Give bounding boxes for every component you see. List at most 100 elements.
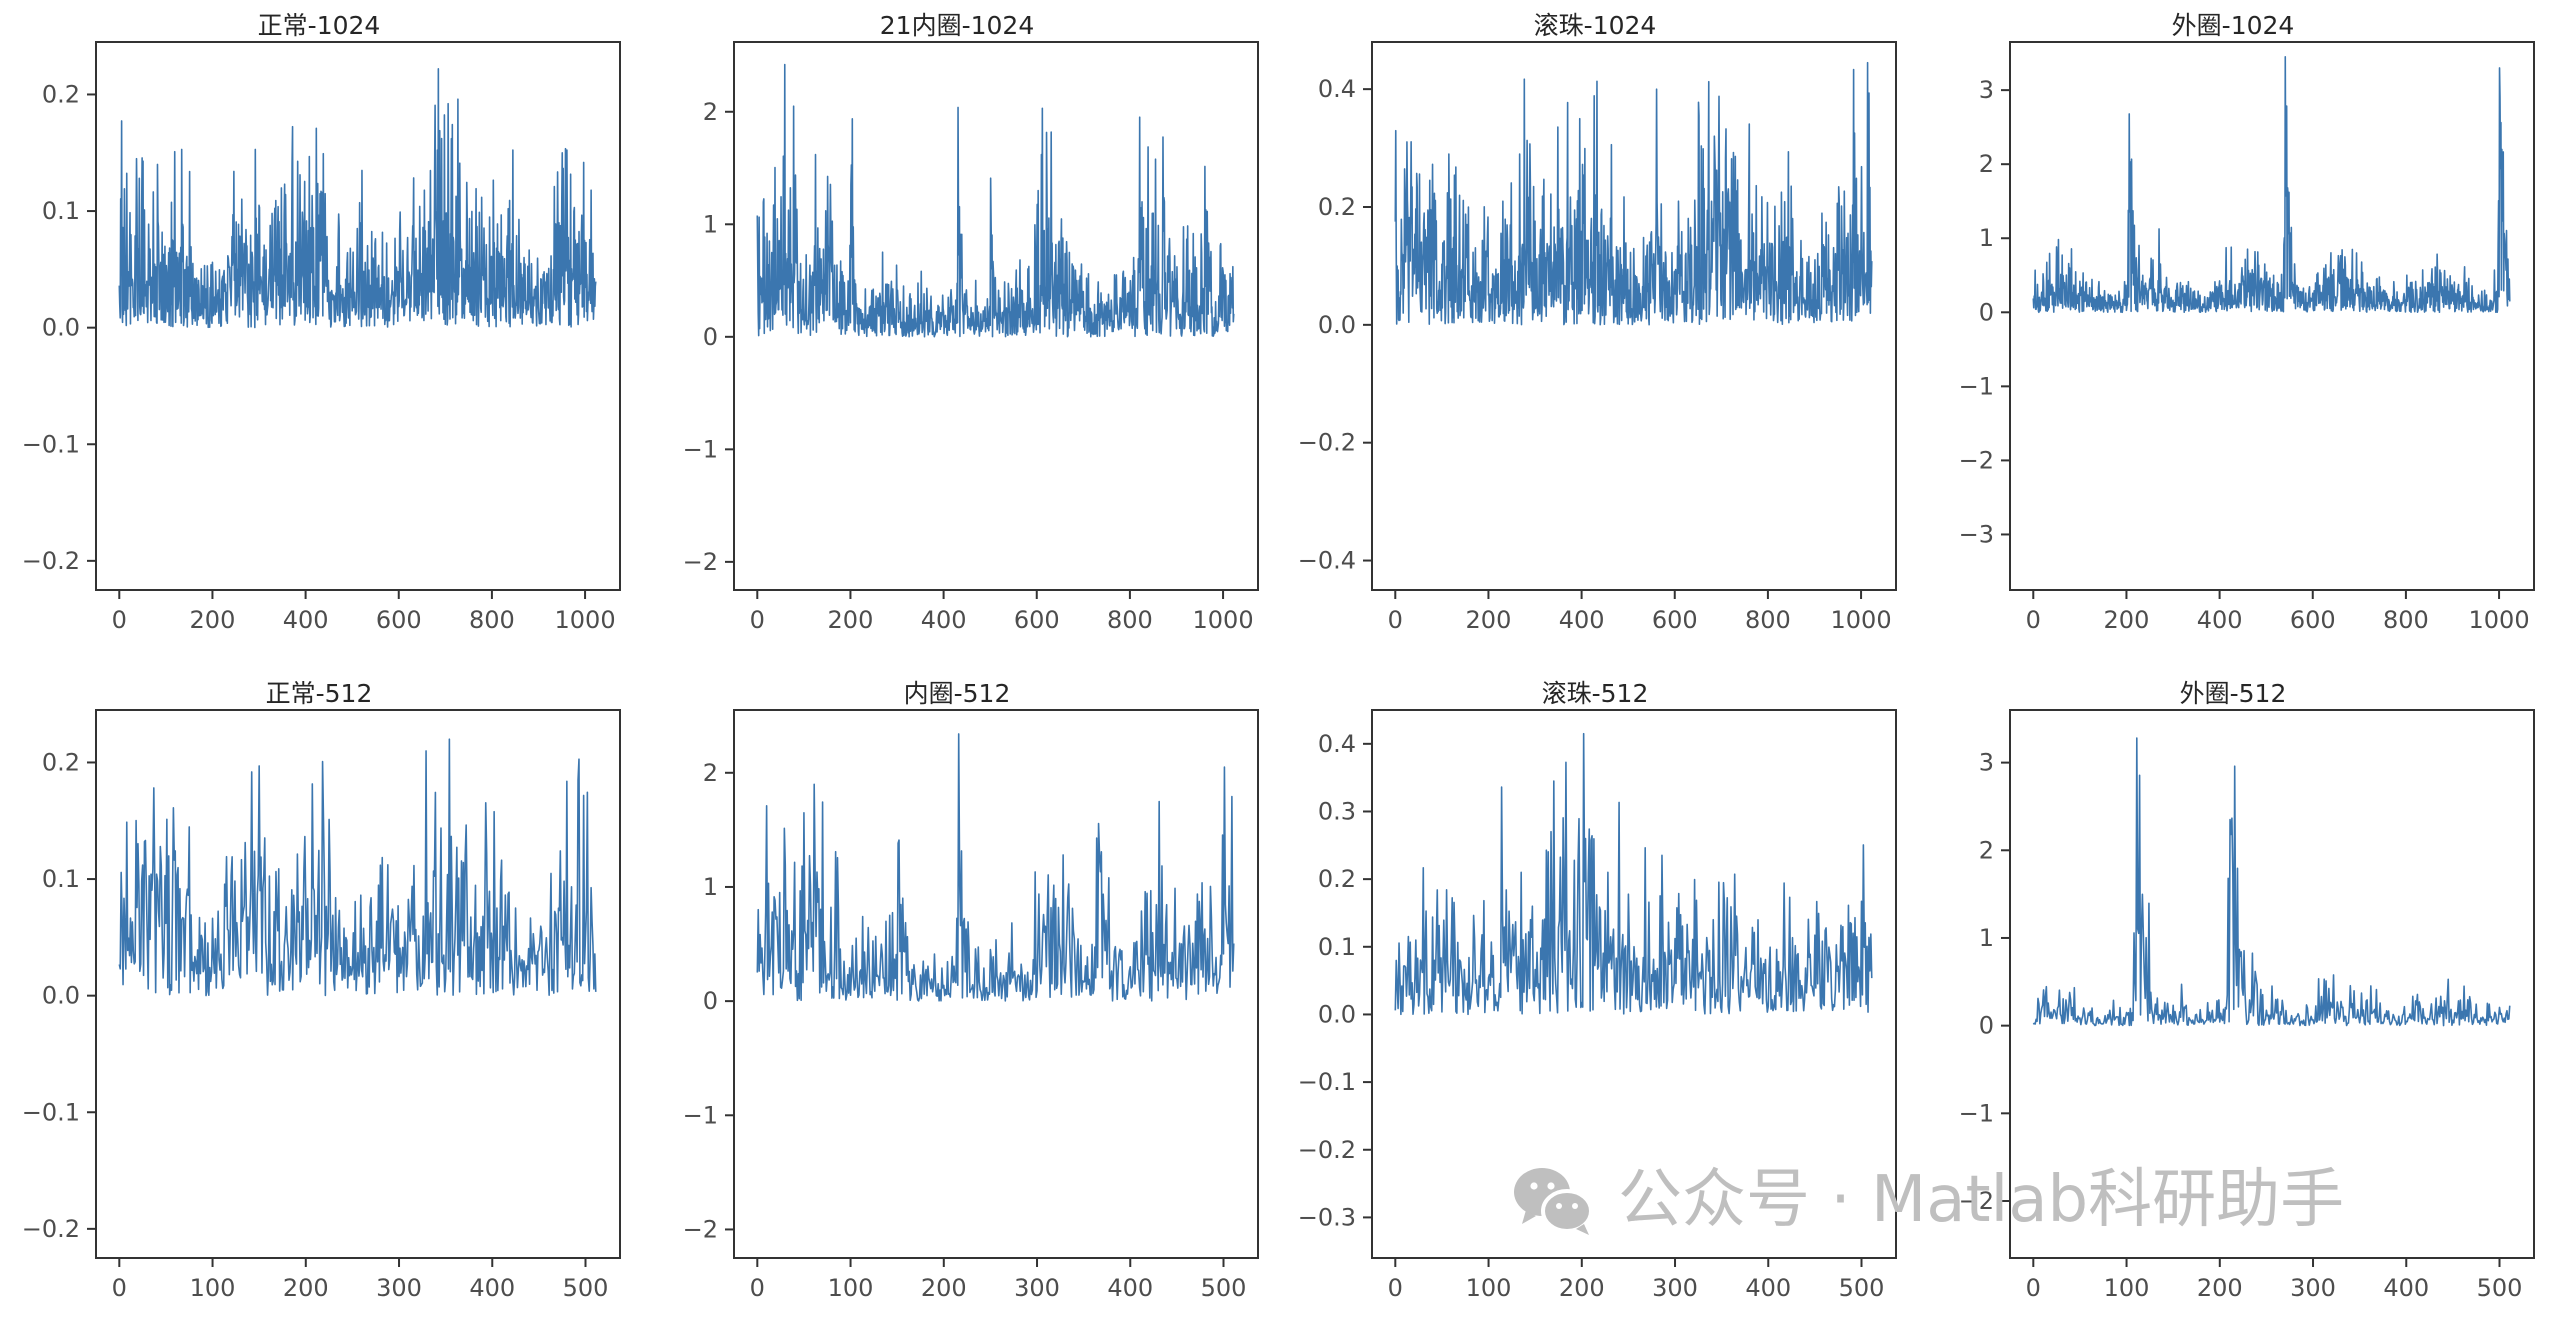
series-line (2032, 737, 2511, 1027)
x-tick-label: 200 (2197, 1274, 2243, 1302)
x-tick-label: 0 (750, 606, 765, 634)
subplot-title: 外圈-512 (2179, 679, 2287, 708)
y-tick-label: 0 (703, 323, 718, 351)
subplot-title: 滚珠-512 (1541, 679, 1649, 708)
x-tick-label: 1000 (1831, 606, 1892, 634)
axes-inner-race-512: −2 −1 0 1 2 0 100 200 300 400 500 (638, 668, 1276, 1336)
y-tick-label: 0.0 (42, 982, 80, 1010)
y-tick-label: 0.2 (42, 748, 80, 776)
series-line (756, 733, 1235, 1002)
plot-svg: −2 −1 0 1 2 3 0 100 200 300 400 500 (1959, 709, 2535, 1302)
x-tick-label: 0 (750, 1274, 765, 1302)
y-tick-label: −0.3 (1298, 1203, 1356, 1231)
subplot-normal-512: 正常-512 −0.2 −0.1 0.0 0.1 0.2 0 100 200 300 400 500 (0, 668, 638, 1336)
axes-normal-512: −0.2 −0.1 0.0 0.1 0.2 0 100 200 300 400 500 (0, 668, 638, 1336)
x-tick-label: 400 (283, 606, 329, 634)
x-tick-label: 0 (1388, 1274, 1403, 1302)
axes-frame (2009, 41, 2535, 591)
subplot-ball-512: 滚珠-512 −0.3 −0.2 −0.1 0.0 0.1 0.2 0.3 0.4 0 100 20… (1276, 668, 1914, 1336)
y-tick-label: −1 (1959, 372, 1994, 400)
x-tick-label: 200 (828, 606, 874, 634)
y-tick-label: −0.2 (1298, 429, 1356, 457)
subplot-title: 正常-1024 (257, 11, 381, 40)
x-tick-label: 400 (921, 606, 967, 634)
axes-frame (95, 41, 621, 591)
y-tick-label: 0.2 (1318, 865, 1356, 893)
y-tick-label: 2 (703, 98, 718, 126)
x-tick-label: 500 (1839, 1274, 1885, 1302)
y-tick-label: −1 (683, 1101, 718, 1129)
axes-frame (1371, 41, 1897, 591)
x-tick-label: 200 (1466, 606, 1512, 634)
x-tick-label: 200 (283, 1274, 329, 1302)
y-tick-label: −0.1 (1298, 1068, 1356, 1096)
axes-frame (733, 41, 1259, 591)
subplot-outer-race-512: 外圈-512 −2 −1 0 1 2 3 0 100 200 300 400 500 (1914, 668, 2552, 1336)
x-tick-label: 300 (1014, 1274, 1060, 1302)
y-tick-label: −0.4 (1298, 547, 1356, 575)
y-tick-label: 0.4 (1318, 75, 1356, 103)
subplot-title: 滚珠-1024 (1533, 11, 1657, 40)
x-tick-label: 600 (1014, 606, 1060, 634)
x-tick-label: 100 (2104, 1274, 2150, 1302)
subplot-ball-1024: 滚珠-1024 −0.4 −0.2 0.0 0.2 0.4 0 200 400 600 800 10… (1276, 0, 1914, 668)
axes-frame (1371, 709, 1897, 1259)
x-tick-label: 600 (1652, 606, 1698, 634)
axes-outer-race-512: −2 −1 0 1 2 3 0 100 200 300 400 500 (1914, 668, 2552, 1336)
x-tick-label: 400 (1559, 606, 1605, 634)
y-tick-label: −0.1 (22, 1098, 80, 1126)
y-tick-label: −0.2 (1298, 1136, 1356, 1164)
x-tick-label: 600 (376, 606, 422, 634)
y-tick-label: −0.2 (22, 1215, 80, 1243)
x-tick-label: 400 (2383, 1274, 2429, 1302)
y-tick-label: 0.0 (1318, 1000, 1356, 1028)
y-tick-label: 0.3 (1318, 797, 1356, 825)
y-tick-label: 3 (1979, 76, 1994, 104)
y-tick-label: −2 (683, 1215, 718, 1243)
x-tick-label: 300 (2290, 1274, 2336, 1302)
axes-normal-1024: −0.2 −0.1 0.0 0.1 0.2 0 200 400 600 800 1000 (0, 0, 638, 668)
x-tick-label: 400 (469, 1274, 515, 1302)
x-tick-label: 400 (2197, 606, 2243, 634)
x-tick-label: 300 (1652, 1274, 1698, 1302)
x-tick-label: 500 (1201, 1274, 1247, 1302)
x-tick-label: 800 (1745, 606, 1791, 634)
axes-frame (95, 709, 621, 1259)
series-line (2032, 56, 2511, 314)
y-tick-label: 0.2 (42, 80, 80, 108)
series-line (118, 68, 597, 329)
y-tick-label: −0.2 (22, 547, 80, 575)
x-tick-label: 800 (2383, 606, 2429, 634)
series-line (1394, 732, 1873, 1016)
x-tick-label: 100 (828, 1274, 874, 1302)
x-tick-label: 200 (2104, 606, 2150, 634)
subplot-inner-race-512: 内圈-512 −2 −1 0 1 2 0 100 200 300 400 500 (638, 668, 1276, 1336)
y-tick-label: 2 (1979, 150, 1994, 178)
subplot-title: 正常-512 (265, 679, 373, 708)
subplot-row-bottom: 正常-512 −0.2 −0.1 0.0 0.1 0.2 0 100 200 300 400 500… (0, 668, 2552, 1336)
y-tick-label: 0 (1979, 1012, 1994, 1040)
axes-inner-race-21-1024: −2 −1 0 1 2 0 200 400 600 800 1000 (638, 0, 1276, 668)
plot-svg: −2 −1 0 1 2 0 100 200 300 400 500 (683, 709, 1259, 1302)
y-tick-label: 0.1 (1318, 933, 1356, 961)
subplot-title: 外圈-1024 (2171, 11, 2295, 40)
x-tick-label: 0 (1388, 606, 1403, 634)
y-tick-label: 2 (1979, 836, 1994, 864)
axes-ball-1024: −0.4 −0.2 0.0 0.2 0.4 0 200 400 600 800 1000 (1276, 0, 1914, 668)
axes-frame (733, 709, 1259, 1259)
plot-svg: −0.2 −0.1 0.0 0.1 0.2 0 200 400 600 800 1000 (22, 41, 621, 634)
y-tick-label: 0.1 (42, 865, 80, 893)
series-line (756, 63, 1235, 338)
subplot-row-top: 正常-1024 −0.2 −0.1 0.0 0.1 0.2 0 200 400 600 800 10… (0, 0, 2552, 668)
x-tick-label: 500 (2477, 1274, 2523, 1302)
plot-svg: −0.4 −0.2 0.0 0.2 0.4 0 200 400 600 800 1000 (1298, 41, 1897, 634)
y-tick-label: 0 (703, 987, 718, 1015)
y-tick-label: 1 (703, 873, 718, 901)
series-line (118, 738, 597, 997)
y-tick-label: 0.0 (42, 314, 80, 342)
x-tick-label: 0 (2026, 606, 2041, 634)
x-tick-label: 0 (112, 1274, 127, 1302)
x-tick-label: 1000 (555, 606, 616, 634)
axes-outer-race-1024: −3 −2 −1 0 1 2 3 0 200 400 600 800 1000 (1914, 0, 2552, 668)
x-tick-label: 200 (190, 606, 236, 634)
